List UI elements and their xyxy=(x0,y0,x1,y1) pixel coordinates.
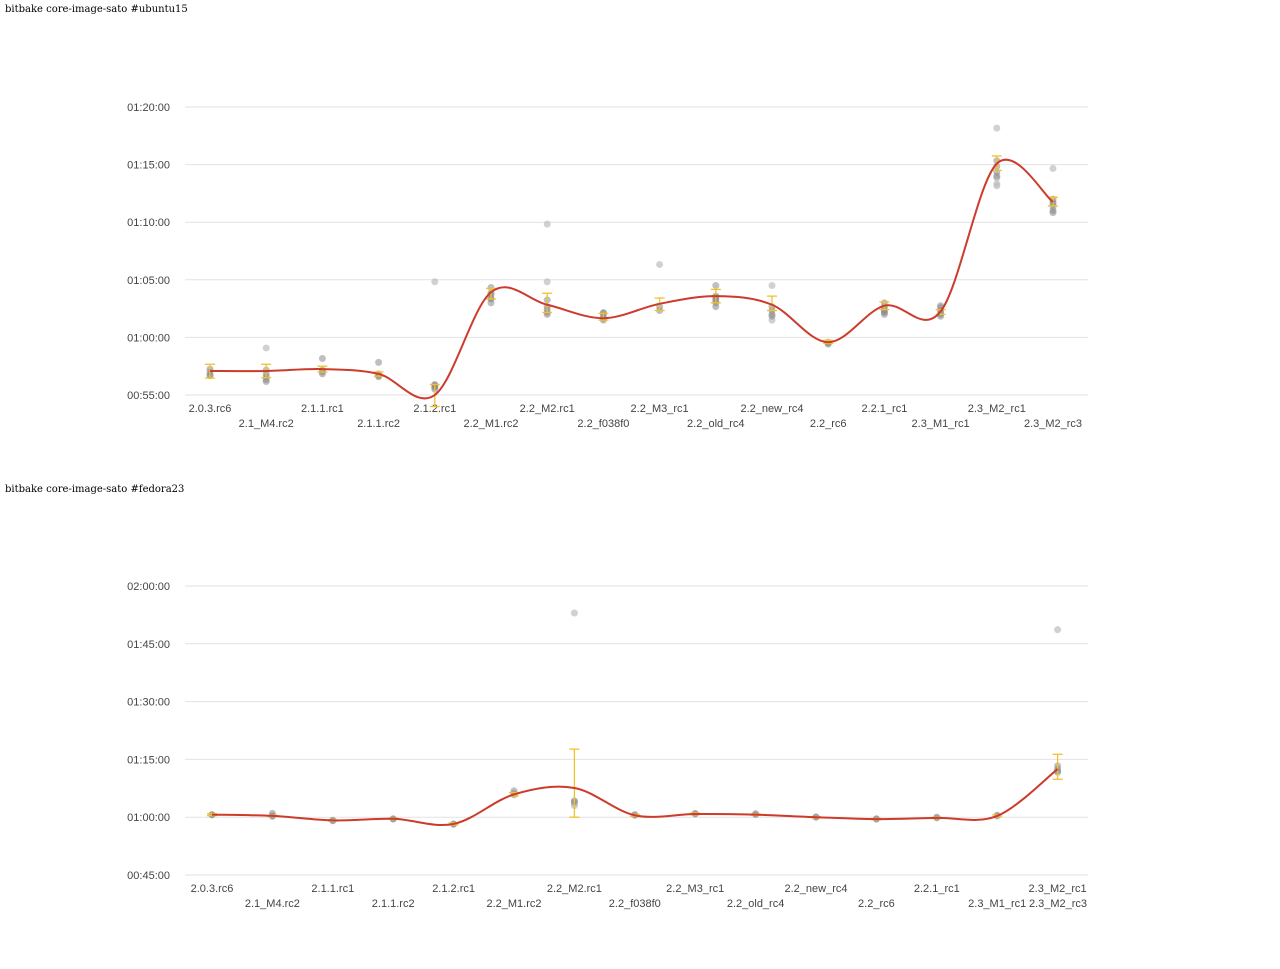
data-point xyxy=(262,378,270,386)
x-tick-label: 2.2_M3_rc1 xyxy=(666,883,724,895)
x-tick-label: 2.2_rc6 xyxy=(810,418,847,430)
x-tick-label: 2.2_M2.rc1 xyxy=(547,883,602,895)
x-tick-label: 2.1_M4.rc2 xyxy=(239,418,294,430)
x-tick-label: 2.2.1_rc1 xyxy=(861,403,907,415)
y-tick-label: 01:00:00 xyxy=(127,812,170,824)
x-tick-label: 2.2_old_rc4 xyxy=(727,898,785,910)
data-point xyxy=(318,355,326,363)
mean-line xyxy=(211,768,1059,826)
x-tick-label: 2.2_old_rc4 xyxy=(687,418,745,430)
data-point xyxy=(487,283,495,291)
data-point xyxy=(712,282,720,290)
x-tick-label: 2.1.1.rc1 xyxy=(311,883,354,895)
x-tick-label: 2.2_M1.rc2 xyxy=(486,898,541,910)
mean-line xyxy=(209,159,1054,400)
data-point xyxy=(431,278,439,286)
x-tick-label: 2.2_M2.rc1 xyxy=(520,403,575,415)
x-tick-label: 2.3_M2_rc3 xyxy=(1024,418,1082,430)
x-tick-label: 2.1.1.rc2 xyxy=(357,418,400,430)
x-tick-label: 2.2_M3_rc1 xyxy=(631,403,689,415)
x-tick-label: 2.3_M1_rc1 xyxy=(968,898,1026,910)
y-tick-label: 01:15:00 xyxy=(127,160,170,172)
y-tick-label: 00:55:00 xyxy=(127,390,170,402)
y-tick-label: 00:45:00 xyxy=(127,870,170,882)
y-tick-label: 01:45:00 xyxy=(127,639,170,651)
x-tick-label: 2.2_new_rc4 xyxy=(741,403,804,415)
x-tick-label: 2.1.1.rc2 xyxy=(372,898,415,910)
x-tick-label: 2.1_M4.rc2 xyxy=(245,898,300,910)
y-tick-label: 01:10:00 xyxy=(127,217,170,229)
data-point xyxy=(768,282,776,290)
chart-fedora23: 00:45:00 01:00:00 01:15:00 01:30:00 01:45:00… xyxy=(127,581,1088,910)
x-tick-label: 2.2_new_rc4 xyxy=(785,883,848,895)
x-tick-label: 2.3_M2_rc3 xyxy=(1029,898,1087,910)
x-tick-label: 2.3_M2_rc1 xyxy=(1029,883,1087,895)
x-tick-label: 2.1.2.rc1 xyxy=(432,883,475,895)
x-tick-label: 2.0.3.rc6 xyxy=(191,883,234,895)
chart-title-fedora23: bitbake core-image-sato #fedora23 xyxy=(5,484,185,495)
x-tick-label: 2.1.2.rc1 xyxy=(413,403,456,415)
x-tick-label: 2.2_M1.rc2 xyxy=(463,418,518,430)
data-point xyxy=(1049,203,1057,211)
data-point xyxy=(1049,164,1057,172)
data-point xyxy=(375,358,383,366)
y-tick-label: 01:20:00 xyxy=(127,102,170,114)
chart-ubuntu15: 00:55:00 01:00:00 01:05:00 01:10:00 01:15:00… xyxy=(127,102,1088,430)
x-tick-label: 2.3_M1_rc1 xyxy=(912,418,970,430)
data-point xyxy=(656,260,664,268)
x-tick-label: 2.1.1.rc1 xyxy=(301,403,344,415)
x-tick-label: 2.2_f038f0 xyxy=(609,898,661,910)
data-point xyxy=(543,278,551,286)
x-tick-label: 2.2_rc6 xyxy=(858,898,895,910)
data-point xyxy=(993,180,1001,188)
y-tick-label: 01:00:00 xyxy=(127,332,170,344)
data-point xyxy=(993,124,1001,132)
chart-title-ubuntu15: bitbake core-image-sato #ubuntu15 xyxy=(5,4,188,15)
y-tick-label: 01:30:00 xyxy=(127,697,170,709)
data-point xyxy=(543,220,551,228)
x-tick-label: 2.2.1_rc1 xyxy=(914,883,960,895)
x-tick-label: 2.2_f038f0 xyxy=(577,418,629,430)
y-tick-label: 01:05:00 xyxy=(127,275,170,287)
data-point xyxy=(570,609,578,617)
data-point xyxy=(1054,626,1062,634)
y-tick-label: 01:15:00 xyxy=(127,754,170,766)
y-tick-label: 02:00:00 xyxy=(127,581,170,593)
data-point xyxy=(262,344,270,352)
x-tick-label: 2.3_M2_rc1 xyxy=(968,403,1026,415)
x-tick-label: 2.0.3.rc6 xyxy=(189,403,232,415)
